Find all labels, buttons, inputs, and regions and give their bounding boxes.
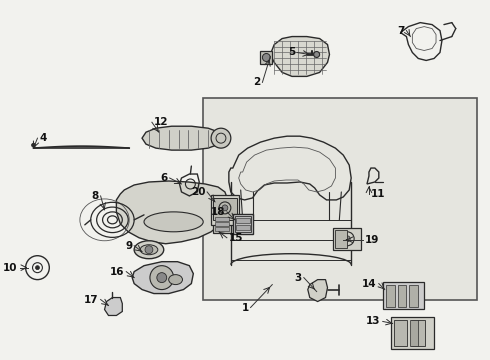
Bar [383,282,424,310]
Text: 4: 4 [39,133,47,143]
Bar [393,320,407,346]
Text: 16: 16 [110,267,124,276]
Circle shape [150,266,173,289]
Text: 9: 9 [125,241,132,251]
Ellipse shape [144,212,203,232]
Bar [211,195,239,225]
Circle shape [222,205,228,211]
Ellipse shape [134,241,164,259]
Bar [335,230,347,248]
Text: 12: 12 [154,117,169,127]
Circle shape [263,54,270,62]
Polygon shape [142,126,221,150]
Text: 18: 18 [210,207,225,217]
Bar [260,50,272,64]
Bar [215,222,229,226]
Bar [215,217,229,221]
Text: 13: 13 [367,316,381,327]
Bar [233,214,252,234]
Text: 15: 15 [229,233,244,243]
Ellipse shape [169,275,182,285]
Circle shape [314,51,319,58]
Text: 1: 1 [242,302,248,312]
Text: 17: 17 [84,294,98,305]
Polygon shape [270,37,329,76]
Text: 10: 10 [3,263,18,273]
Polygon shape [308,280,327,302]
Circle shape [35,266,39,270]
Polygon shape [117,181,228,244]
Circle shape [211,128,231,148]
Bar [236,218,249,223]
Bar [215,227,229,231]
Text: 19: 19 [365,235,379,245]
Polygon shape [132,262,194,293]
Text: 7: 7 [397,26,404,36]
Circle shape [145,246,153,254]
Bar [409,285,418,306]
Bar [411,320,418,346]
Bar [213,198,237,220]
Bar [213,215,231,233]
Circle shape [157,273,167,283]
Bar [203,98,477,300]
Circle shape [31,143,35,147]
Bar [235,216,250,232]
Text: 3: 3 [294,273,302,283]
Bar [333,228,361,250]
Bar [412,320,425,346]
Text: 8: 8 [91,191,98,201]
Ellipse shape [140,245,158,255]
Polygon shape [104,298,122,315]
Circle shape [344,236,350,242]
Text: 14: 14 [362,279,377,289]
Text: 20: 20 [191,187,205,197]
Text: 6: 6 [160,173,168,183]
Bar [236,225,249,230]
Bar [397,285,406,306]
Bar [386,285,394,306]
Text: 11: 11 [371,189,386,199]
Text: 2: 2 [253,77,260,87]
Text: 5: 5 [288,48,295,58]
Bar [391,318,434,349]
